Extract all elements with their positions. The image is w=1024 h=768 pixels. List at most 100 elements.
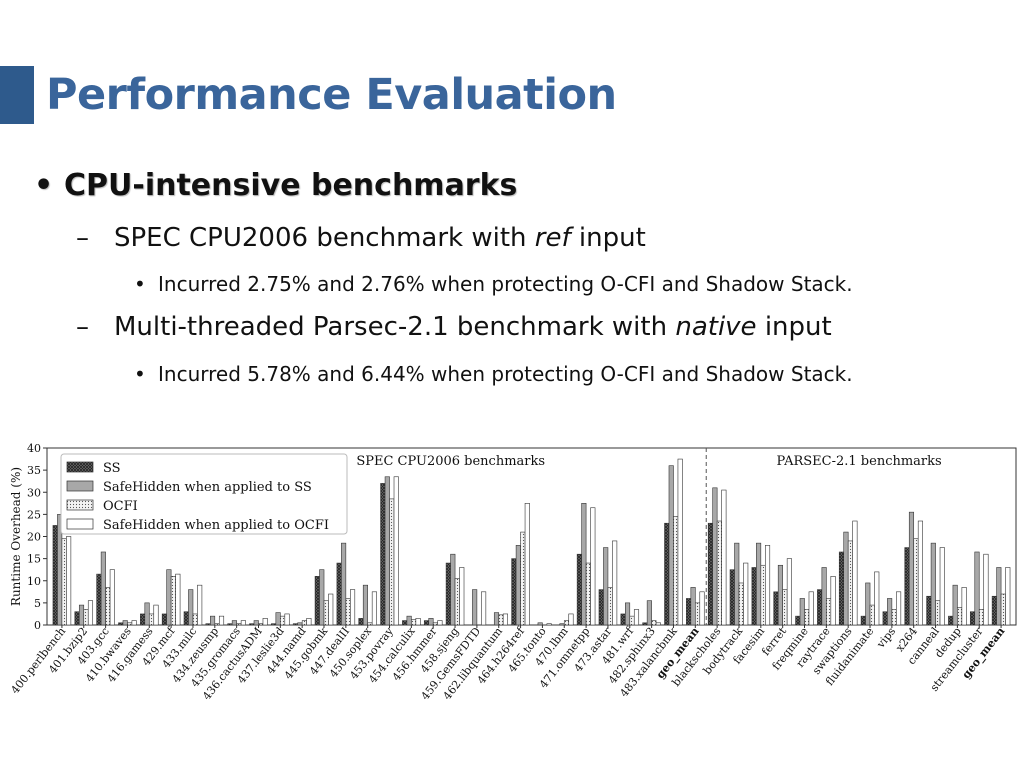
y-tick-label: 10 — [27, 575, 41, 588]
bar-1-freqmine — [795, 615, 801, 626]
bar-4-437.leslie3d — [284, 613, 290, 626]
bar-3-462.libquantum — [498, 614, 504, 626]
bar-1-433.milc — [183, 611, 189, 626]
bar-2-473.astar — [603, 547, 609, 626]
bar-3-403.gcc — [105, 587, 111, 626]
bar-1-458.sjeng — [445, 562, 451, 626]
bar-1-447.dealII — [336, 562, 342, 626]
sub-bullet-spec-post: input — [570, 223, 646, 253]
bar-1-400.perlbench — [52, 525, 58, 626]
bullet-cpu-intensive-text: CPU-intensive benchmarks — [64, 168, 518, 203]
dash-icon: – — [76, 312, 89, 342]
bar-1-416.gamess — [140, 613, 146, 626]
bar-1-471.omnetpp — [576, 553, 582, 626]
bar-2-447.dealII — [341, 542, 347, 626]
bar-4-facesim — [765, 545, 771, 626]
bar-4-geo_mean — [699, 591, 705, 626]
bar-3-481.wrf — [629, 615, 635, 626]
bar-4-481.wrf — [633, 609, 640, 626]
group-label-spec: SPEC CPU2006 benchmarks — [356, 454, 545, 469]
bar-2-fluidanimate — [865, 582, 871, 626]
bar-3-geo_mean — [1000, 593, 1006, 626]
bar-4-swaptions — [852, 520, 858, 626]
legend-label-3: OCFI — [103, 499, 138, 514]
bar-1-canneal — [926, 595, 932, 626]
bar-4-470.lbm — [568, 613, 574, 626]
bar-2-401.bzip2 — [78, 604, 85, 626]
bar-1-ferret — [773, 591, 779, 626]
bar-2-458.sjeng — [450, 553, 456, 626]
bar-4-geo_mean — [1005, 567, 1011, 626]
bar-1-geo_mean — [686, 598, 692, 626]
bar-1-483.xalancbmk — [664, 522, 670, 626]
bar-3-482.sphinx3 — [651, 620, 657, 626]
bar-1-445.gobmk — [314, 576, 320, 626]
bar-2-435.gromacs — [231, 620, 237, 626]
bar-2-453.povray — [384, 476, 390, 626]
sub-bullet-spec-pre: SPEC CPU2006 benchmark with — [114, 223, 535, 253]
bar-4-ferret — [786, 558, 792, 626]
sub-bullet-parsec-post: input — [756, 312, 832, 342]
bar-2-444.namd — [297, 622, 303, 626]
detail-spec: • Incurred 2.75% and 2.76% when protectin… — [134, 272, 853, 296]
sub-bullet-parsec: – Multi-threaded Parsec-2.1 benchmark wit… — [76, 312, 832, 342]
bar-2-454.calculix — [406, 615, 412, 626]
bar-1-454.calculix — [402, 620, 408, 626]
bar-2-465.tonto — [537, 622, 543, 626]
bar-4-435.gromacs — [240, 620, 246, 626]
bar-1-435.gromacs — [227, 623, 233, 626]
bar-3-464.h264ref — [520, 531, 526, 626]
bar-2-450.soplex — [362, 584, 368, 626]
bar-2-freqmine — [799, 598, 805, 626]
bar-3-471.omnetpp — [585, 562, 591, 626]
bar-2-470.lbm — [559, 623, 565, 626]
y-tick-label: 15 — [27, 553, 41, 566]
bar-1-streamcluster — [969, 611, 976, 626]
bullet-dot-icon: • — [134, 362, 146, 386]
bar-4-445.gobmk — [328, 593, 334, 626]
bar-4-464.h264ref — [524, 503, 530, 626]
bar-3-433.milc — [192, 613, 198, 626]
legend-label-1: SS — [103, 461, 121, 476]
title-accent-bar — [0, 66, 34, 124]
bar-1-473.astar — [598, 589, 604, 626]
bar-1-x264 — [904, 547, 910, 626]
bar-2-dedup — [952, 584, 958, 626]
sub-bullet-parsec-pre: Multi-threaded Parsec-2.1 benchmark with — [114, 312, 676, 342]
bar-2-416.gamess — [144, 602, 150, 626]
bar-4-454.calculix — [415, 618, 421, 626]
bar-3-454.calculix — [411, 619, 417, 626]
bar-4-462.libquantum — [502, 613, 508, 626]
bar-3-416.gamess — [148, 613, 155, 626]
sub-bullet-spec: – SPEC CPU2006 benchmark with ref input — [76, 223, 646, 253]
bar-2-geo_mean — [996, 567, 1002, 626]
bar-3-x264 — [913, 538, 919, 626]
bar-3-437.leslie3d — [280, 615, 286, 626]
bar-4-429.mcf — [175, 573, 181, 626]
sub-bullet-spec-em: ref — [534, 223, 571, 253]
bar-3-410.bwaves — [127, 622, 133, 626]
bar-3-blackscholes — [716, 520, 722, 626]
bar-1-456.hmmer — [423, 620, 430, 626]
bar-2-canneal — [930, 542, 936, 626]
bar-4-459.GemsFDTD — [481, 591, 487, 626]
bar-1-444.namd — [292, 623, 298, 626]
bar-4-465.tonto — [546, 623, 552, 626]
y-axis-label: Runtime Overhead (%) — [9, 467, 23, 606]
bar-4-raytrace — [830, 576, 836, 626]
detail-spec-text: Incurred 2.75% and 2.76% when protecting… — [158, 272, 853, 296]
bar-3-swaptions — [847, 540, 853, 626]
bar-2-456.hmmer — [428, 618, 434, 626]
bar-3-raytrace — [826, 598, 832, 626]
bar-4-bodytrack — [743, 562, 749, 626]
bar-4-403.gcc — [109, 569, 115, 626]
bullet-dot-icon: • — [134, 272, 146, 296]
bar-4-streamcluster — [983, 553, 989, 626]
bullet-cpu-intensive: • CPU-intensive benchmarks — [34, 168, 517, 203]
bar-2-462.libquantum — [493, 612, 500, 626]
y-tick-label: 30 — [27, 486, 41, 499]
legend-swatch-2 — [66, 480, 94, 492]
bar-3-434.zeusmp — [214, 623, 220, 626]
bar-3-483.xalancbmk — [673, 516, 679, 626]
bar-1-dedup — [948, 615, 954, 626]
